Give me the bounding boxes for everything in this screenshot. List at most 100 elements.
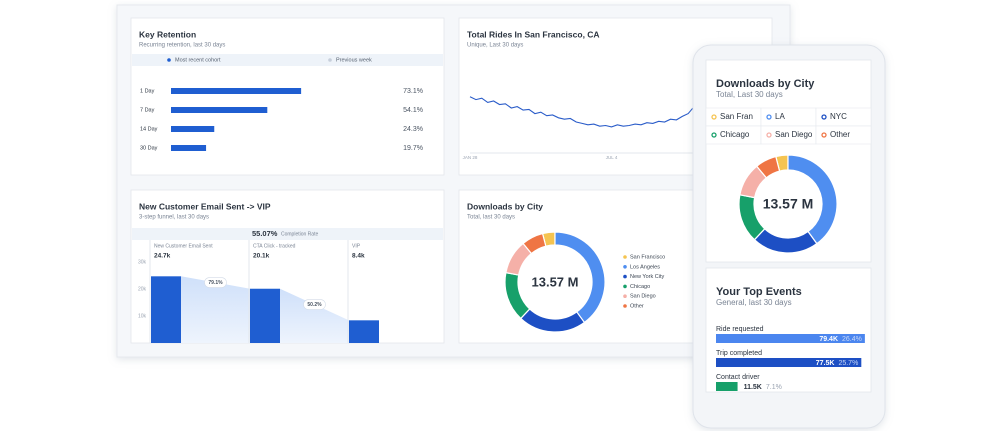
x-tick-label: JUL 4: [606, 155, 618, 160]
row-label: 1 Day: [140, 88, 155, 94]
panel-title: Your Top Events: [716, 286, 802, 298]
legend-label: San Diego: [630, 294, 656, 300]
panel-subtitle: Recurring retention, last 30 days: [139, 43, 225, 49]
funnel-bar: [349, 320, 379, 343]
event-label: Trip completed: [716, 350, 762, 357]
completion-text: Completion Rate: [281, 231, 318, 237]
value-label: 54.1%: [403, 107, 423, 114]
value-label: 73.1%: [403, 88, 423, 95]
panel-title: New Customer Email Sent -> VIP: [139, 201, 271, 211]
donut-slice: [755, 155, 781, 179]
legend-dot: [623, 265, 627, 269]
value-label: 19.7%: [403, 145, 423, 152]
conversion-pill: [204, 277, 227, 288]
legend-label: San Francisco: [630, 254, 665, 260]
legend-label: Most recent cohort: [175, 57, 221, 63]
panel-title: Key Retention: [139, 29, 196, 39]
conversion-label: 79.1%: [208, 280, 223, 286]
step-name: VIP: [352, 243, 361, 249]
legend-label: Other: [830, 130, 850, 139]
legend-label: Chicago: [630, 284, 650, 290]
legend-dot: [328, 58, 332, 62]
panel-subtitle: General, last 30 days: [716, 298, 792, 307]
donut-center-label: 13.57 M: [532, 274, 579, 289]
event-share: 25.7%: [838, 360, 858, 367]
funnel-bar: [250, 288, 280, 343]
desktop-view: Key Retention Recurring retention, last 3…: [116, 4, 791, 358]
panel: [130, 17, 445, 176]
legend-dot: [766, 114, 772, 120]
y-tick-label: 30k: [138, 259, 147, 265]
legend-dot: [167, 58, 171, 62]
legend-label: Chicago: [720, 130, 750, 139]
panel: [705, 267, 872, 393]
y-tick-label: 20k: [138, 286, 147, 292]
legend-label: San Fran: [720, 112, 753, 121]
panel-title: Total Rides In San Francisco, CA: [467, 29, 600, 39]
bar: [171, 88, 302, 94]
row-label: 30 Day: [140, 145, 158, 151]
event-value: 11.5K: [744, 384, 762, 391]
donut-slice: [522, 232, 547, 255]
step-name: CTA Click - tracked: [253, 243, 296, 249]
panel-subtitle: Total, Last 30 days: [716, 90, 783, 99]
legend-cell: [760, 107, 817, 127]
panel-subtitle: 3-step funnel, last 30 days: [139, 215, 209, 221]
legend-label: LA: [775, 112, 785, 121]
event-share: 26.4%: [842, 336, 862, 343]
legend-label: NYC: [830, 112, 847, 121]
bar: [171, 126, 215, 132]
legend-dot: [821, 114, 827, 120]
legend-dot: [623, 304, 627, 308]
value-label: 24.3%: [403, 126, 423, 133]
step-value: 8.4k: [352, 253, 365, 260]
panel-title: Downloads by City: [716, 78, 815, 90]
completion-rate: 55.07%: [252, 229, 278, 238]
event-bar: [716, 358, 862, 367]
panel-subtitle: Total, last 30 days: [467, 215, 515, 221]
y-tick-label: 10k: [138, 313, 147, 319]
legend-dot: [766, 132, 772, 138]
x-tick-label: JAN 28: [463, 155, 478, 160]
legend-dot: [623, 274, 627, 279]
legend-dot: [623, 294, 627, 299]
event-value: 77.5K: [816, 360, 835, 367]
conversion-area: [181, 276, 250, 343]
summary-strip: [132, 228, 443, 240]
conversion-pill: [303, 299, 326, 310]
legend-label: Previous week: [336, 57, 372, 63]
event-share: 7.1%: [766, 384, 782, 391]
legend-dot: [623, 284, 627, 289]
event-label: Ride requested: [716, 326, 764, 333]
legend-label: Los Angeles: [630, 264, 660, 270]
donut-center-label: 13.57 M: [763, 196, 814, 212]
funnel-bar: [151, 276, 181, 343]
line-series: [469, 96, 701, 128]
conversion-label: 50.2%: [307, 302, 322, 308]
legend-label: San Diego: [775, 130, 813, 139]
conversion-area: [280, 288, 349, 343]
legend-strip: [132, 54, 443, 66]
legend-label: Other: [630, 303, 644, 309]
step-name: New Customer Email Sent: [154, 243, 213, 249]
legend-dot: [711, 114, 717, 120]
legend-cell: [815, 125, 872, 145]
legend-dot: [623, 255, 627, 259]
row-label: 7 Day: [140, 107, 155, 113]
legend-dot: [711, 132, 717, 138]
row-label: 14 Day: [140, 126, 158, 132]
panel-title: Downloads by City: [467, 201, 543, 211]
event-value: 79.4K: [819, 336, 838, 343]
event-label: Contact driver: [716, 374, 760, 381]
event-bar: [716, 382, 738, 391]
legend-dot: [821, 132, 827, 138]
event-bar: [716, 334, 865, 343]
bar: [171, 107, 268, 113]
step-value: 24.7k: [154, 253, 171, 260]
legend-label: New York City: [630, 274, 664, 280]
step-value: 20.1k: [253, 253, 270, 260]
bar: [171, 145, 207, 151]
